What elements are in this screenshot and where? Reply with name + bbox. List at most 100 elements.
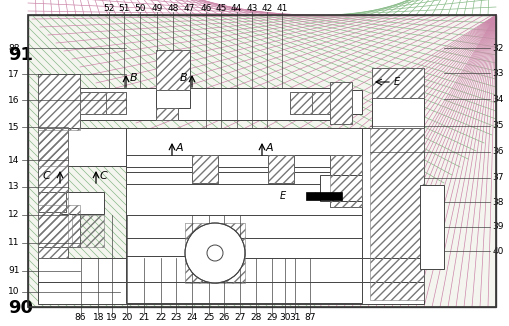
Text: 26: 26 <box>218 314 230 322</box>
Bar <box>38 205 80 247</box>
Bar <box>290 92 312 114</box>
Bar <box>361 128 423 166</box>
Bar <box>312 92 329 114</box>
Text: 16: 16 <box>8 96 20 105</box>
Text: 52: 52 <box>103 4 114 12</box>
Text: 86: 86 <box>75 314 86 322</box>
Bar <box>185 223 244 283</box>
Bar <box>329 155 361 207</box>
Bar <box>38 128 423 166</box>
Bar <box>126 155 361 167</box>
Text: 90: 90 <box>8 299 33 317</box>
Bar <box>156 50 190 90</box>
Text: 25: 25 <box>203 314 214 322</box>
Text: 88: 88 <box>8 44 20 53</box>
Circle shape <box>185 223 244 283</box>
Bar <box>202 238 361 258</box>
Bar <box>38 192 66 212</box>
Bar <box>202 258 361 282</box>
Text: 19: 19 <box>106 314 118 322</box>
Bar <box>156 108 178 120</box>
Text: 46: 46 <box>200 4 211 12</box>
Text: 51: 51 <box>118 4 129 12</box>
Bar <box>38 258 423 282</box>
Bar <box>361 128 423 300</box>
Text: 42: 42 <box>261 4 272 12</box>
Text: 35: 35 <box>491 121 503 130</box>
Bar <box>191 155 217 183</box>
Text: 32: 32 <box>491 44 503 53</box>
Text: 45: 45 <box>215 4 227 12</box>
Bar <box>351 90 361 114</box>
Bar <box>319 175 361 201</box>
Text: 37: 37 <box>491 173 503 182</box>
Bar <box>126 238 202 256</box>
Bar <box>369 128 423 300</box>
Bar <box>38 282 423 304</box>
Text: 36: 36 <box>491 147 503 156</box>
Text: E: E <box>393 77 400 87</box>
Bar <box>126 256 202 282</box>
Bar <box>38 128 68 166</box>
Text: 30: 30 <box>278 314 290 322</box>
Bar <box>28 15 495 307</box>
Bar <box>80 92 106 114</box>
Bar <box>329 82 351 124</box>
Text: 17: 17 <box>8 70 20 79</box>
Text: 33: 33 <box>491 69 503 78</box>
Text: 50: 50 <box>134 4 145 12</box>
Text: C: C <box>100 171 107 181</box>
Text: 48: 48 <box>167 4 179 12</box>
Text: B: B <box>130 73 137 83</box>
Bar <box>329 155 361 207</box>
Bar <box>80 92 106 114</box>
Text: 44: 44 <box>231 4 242 12</box>
Text: 91: 91 <box>8 266 20 275</box>
Text: 23: 23 <box>171 314 182 322</box>
Text: A: A <box>266 143 273 153</box>
Bar <box>329 82 351 124</box>
Text: B: B <box>179 73 187 83</box>
Bar <box>38 128 68 258</box>
Text: 34: 34 <box>491 95 503 104</box>
Bar <box>58 88 329 120</box>
Text: 24: 24 <box>186 314 197 322</box>
Text: 13: 13 <box>8 182 20 191</box>
Bar <box>419 185 443 269</box>
Circle shape <box>207 245 222 261</box>
Bar <box>191 155 217 183</box>
Text: 18: 18 <box>93 314 104 322</box>
Bar <box>60 192 104 214</box>
Bar <box>290 92 312 114</box>
Text: 31: 31 <box>289 314 300 322</box>
Text: 28: 28 <box>250 314 261 322</box>
Bar <box>126 128 361 258</box>
Bar <box>156 90 190 108</box>
Text: 39: 39 <box>491 222 503 231</box>
Text: 43: 43 <box>246 4 258 12</box>
Text: 15: 15 <box>8 123 20 132</box>
Bar <box>371 98 423 128</box>
Text: E: E <box>279 191 286 201</box>
Bar <box>38 74 80 130</box>
Bar <box>371 68 423 98</box>
Bar <box>38 74 80 130</box>
Text: A: A <box>176 143 183 153</box>
Bar <box>267 155 293 183</box>
Bar <box>371 68 423 128</box>
Bar <box>156 108 178 120</box>
Text: 21: 21 <box>138 314 150 322</box>
Text: 20: 20 <box>122 314 133 322</box>
Text: 41: 41 <box>276 4 287 12</box>
Text: C: C <box>42 171 50 181</box>
Bar <box>38 128 68 258</box>
Text: 49: 49 <box>151 4 162 12</box>
Text: 14: 14 <box>8 156 20 165</box>
Bar <box>267 155 293 183</box>
Text: 22: 22 <box>155 314 166 322</box>
Bar <box>106 92 126 114</box>
Bar <box>38 192 66 212</box>
Text: 91: 91 <box>8 46 33 64</box>
Bar <box>312 92 329 114</box>
Text: 11: 11 <box>8 238 20 247</box>
